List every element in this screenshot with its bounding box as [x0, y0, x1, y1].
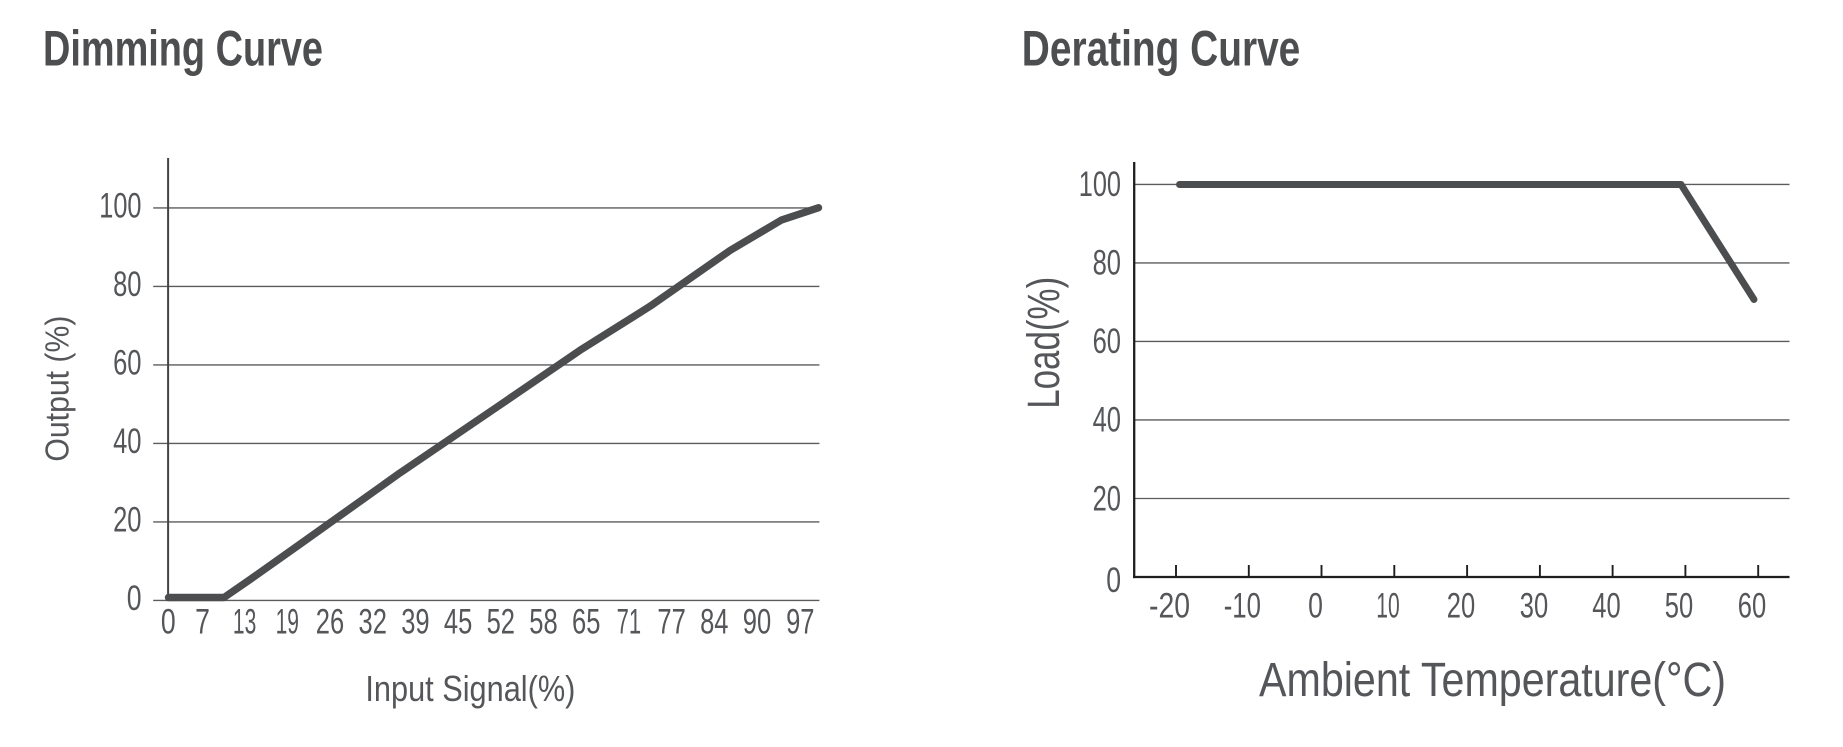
svg-text:50: 50 [1665, 586, 1693, 625]
svg-text:10: 10 [1376, 586, 1399, 625]
svg-text:0: 0 [161, 603, 176, 642]
svg-text:0: 0 [127, 579, 142, 618]
svg-text:7: 7 [195, 603, 210, 642]
svg-text:0: 0 [1308, 586, 1323, 625]
svg-text:60: 60 [1093, 322, 1121, 361]
svg-text:Load(%): Load(%) [1018, 277, 1069, 409]
svg-text:80: 80 [1093, 244, 1121, 283]
svg-text:20: 20 [113, 501, 141, 540]
svg-text:84: 84 [700, 603, 728, 642]
svg-text:19: 19 [276, 603, 299, 642]
svg-text:32: 32 [359, 603, 387, 642]
svg-text:100: 100 [99, 187, 141, 226]
svg-text:100: 100 [1079, 165, 1121, 204]
svg-text:-10: -10 [1224, 586, 1261, 625]
svg-text:Dimming Curve: Dimming Curve [43, 19, 323, 76]
svg-text:39: 39 [401, 603, 429, 642]
svg-text:20: 20 [1447, 586, 1475, 625]
svg-text:80: 80 [113, 265, 141, 304]
svg-text:71: 71 [617, 603, 642, 642]
svg-text:Input Signal(%): Input Signal(%) [365, 668, 575, 709]
svg-text:Output (%): Output (%) [39, 316, 76, 462]
svg-text:45: 45 [444, 603, 472, 642]
svg-text:60: 60 [113, 344, 141, 383]
svg-text:26: 26 [316, 603, 344, 642]
svg-text:40: 40 [1093, 401, 1121, 440]
svg-text:60: 60 [1738, 586, 1766, 625]
svg-text:Derating Curve: Derating Curve [1022, 20, 1301, 77]
svg-text:30: 30 [1520, 586, 1548, 625]
svg-text:13: 13 [233, 603, 256, 642]
svg-text:97: 97 [786, 603, 814, 642]
svg-text:Ambient Temperature(°C): Ambient Temperature(°C) [1259, 654, 1726, 707]
svg-text:40: 40 [1592, 586, 1620, 625]
svg-text:58: 58 [529, 603, 557, 642]
svg-text:0: 0 [1106, 561, 1121, 600]
svg-text:90: 90 [743, 603, 771, 642]
svg-text:52: 52 [487, 603, 515, 642]
svg-text:20: 20 [1093, 479, 1121, 518]
svg-text:65: 65 [572, 603, 600, 642]
svg-text:77: 77 [657, 603, 685, 642]
svg-text:-20: -20 [1149, 586, 1190, 625]
svg-text:40: 40 [113, 422, 141, 461]
